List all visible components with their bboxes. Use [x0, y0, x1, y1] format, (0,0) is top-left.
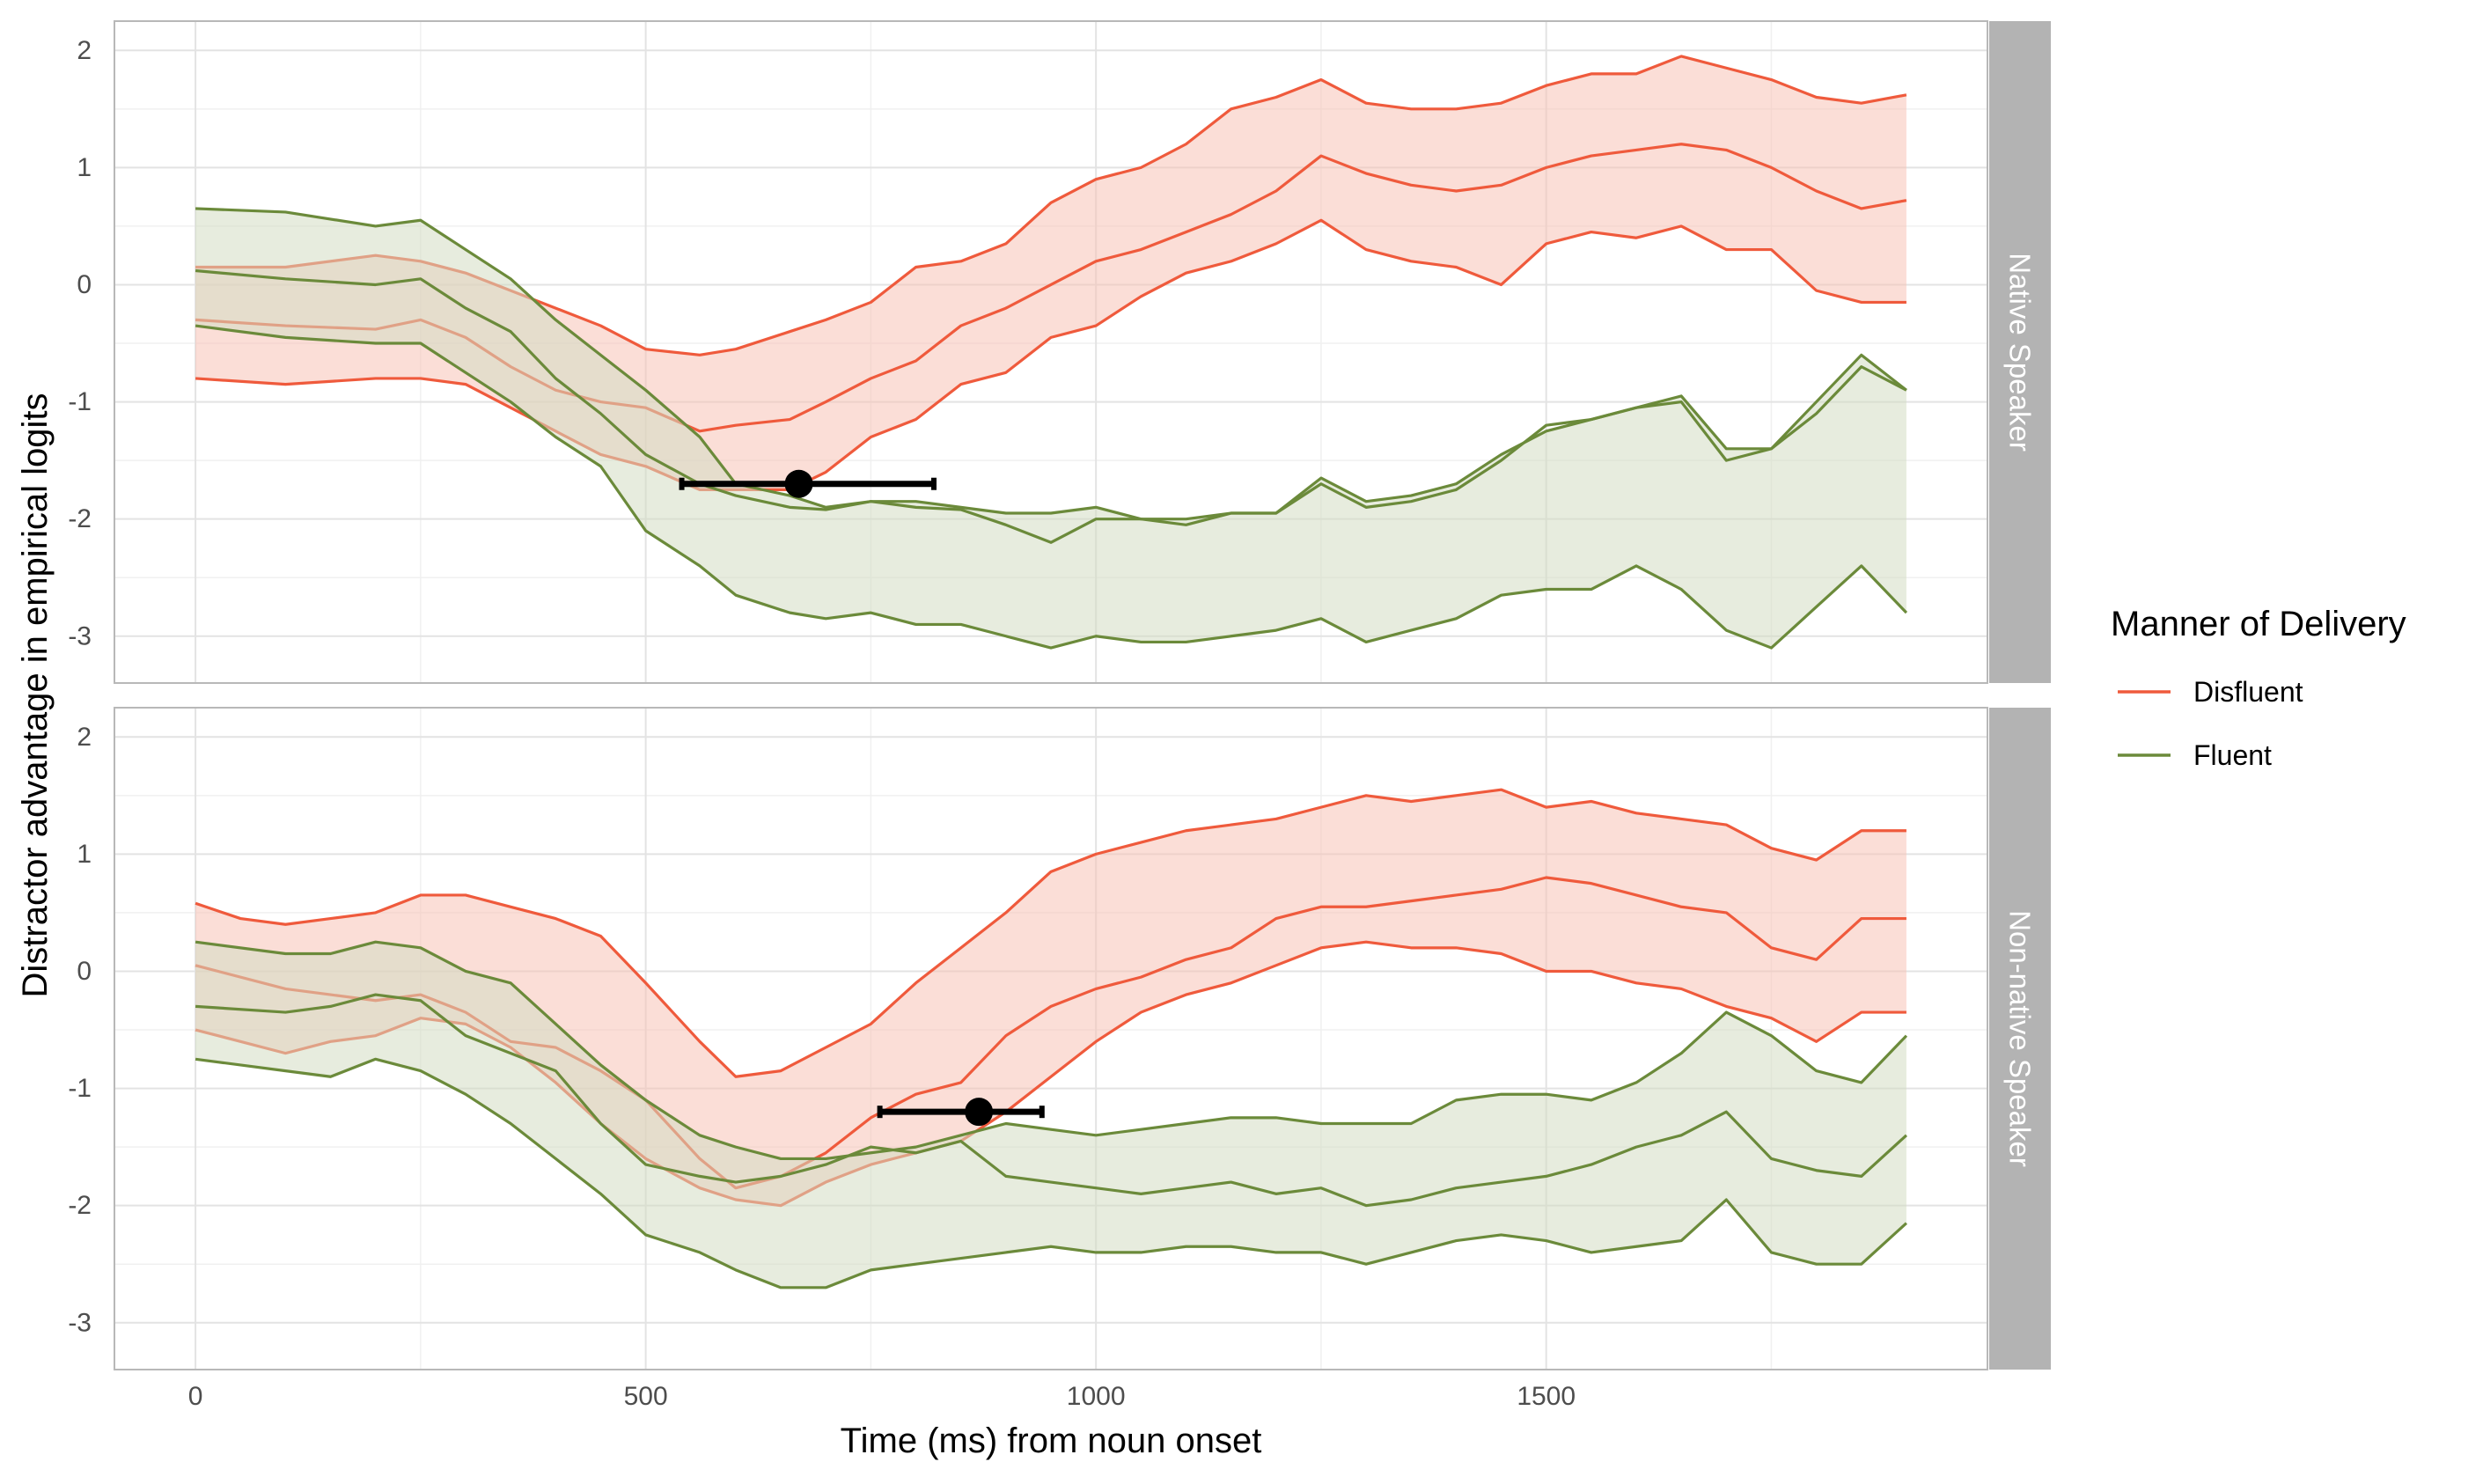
- series-line-fluent-mean: [195, 268, 1907, 544]
- facet-strip: [1989, 21, 2051, 683]
- x-tick-label: 0: [188, 1382, 203, 1411]
- y-tick-label: 1: [77, 840, 92, 869]
- divergence-point: [965, 1098, 994, 1127]
- ribbon-fluent: [195, 942, 1906, 1288]
- panel-border: [114, 707, 1988, 1370]
- y-tick-label: 0: [77, 957, 92, 986]
- x-tick-label: 1000: [1067, 1382, 1126, 1411]
- y-tick-label: -2: [68, 504, 92, 533]
- panel-non-native-speaker: Non-native Speaker 2 1 0 -1 -2 -3: [68, 707, 2051, 1370]
- y-tick-label: -3: [68, 621, 92, 650]
- facet-strip-label: Non-native Speaker: [2004, 910, 2037, 1167]
- y-tick-label: 1: [77, 153, 92, 182]
- legend-label-fluent: Fluent: [2193, 739, 2272, 771]
- legend-title: Manner of Delivery: [2111, 605, 2406, 643]
- x-tick-label: 500: [624, 1382, 668, 1411]
- ribbon-fluent: [195, 208, 1906, 649]
- x-axis-title: Time (ms) from noun onset: [841, 1422, 1262, 1460]
- series-line-fluent-lower: [195, 1057, 1908, 1289]
- facet-strip-label: Native Speaker: [2004, 253, 2037, 452]
- series-line-fluent-upper: [195, 940, 1908, 1161]
- y-tick-label: 0: [77, 270, 92, 299]
- y-tick-label: 2: [77, 36, 92, 65]
- series-line-fluent-lower: [195, 324, 1908, 650]
- series-line-fluent-mean: [195, 993, 1908, 1208]
- panel-border: [114, 20, 1988, 684]
- legend-label-disfluent: Disfluent: [2193, 676, 2303, 708]
- series-line-disfluent-upper: [195, 788, 1906, 1078]
- x-tick-label: 1500: [1517, 1382, 1576, 1411]
- facet-strip: [1989, 708, 2051, 1370]
- legend: Manner of Delivery Disfluent Fluent: [2111, 605, 2406, 771]
- y-axis-title: Distractor advantage in empirical logits: [16, 393, 55, 998]
- series-line-disfluent-upper: [195, 55, 1907, 356]
- y-tick-label: -3: [68, 1308, 92, 1337]
- y-tick-label: -1: [68, 387, 92, 416]
- panel-native-speaker: Native Speaker 2 1 0 -1 -2 -3: [68, 20, 2051, 684]
- y-tick-label: -1: [68, 1074, 92, 1103]
- y-tick-label: 2: [77, 723, 92, 752]
- divergence-point: [784, 469, 813, 498]
- y-tick-label: -2: [68, 1191, 92, 1220]
